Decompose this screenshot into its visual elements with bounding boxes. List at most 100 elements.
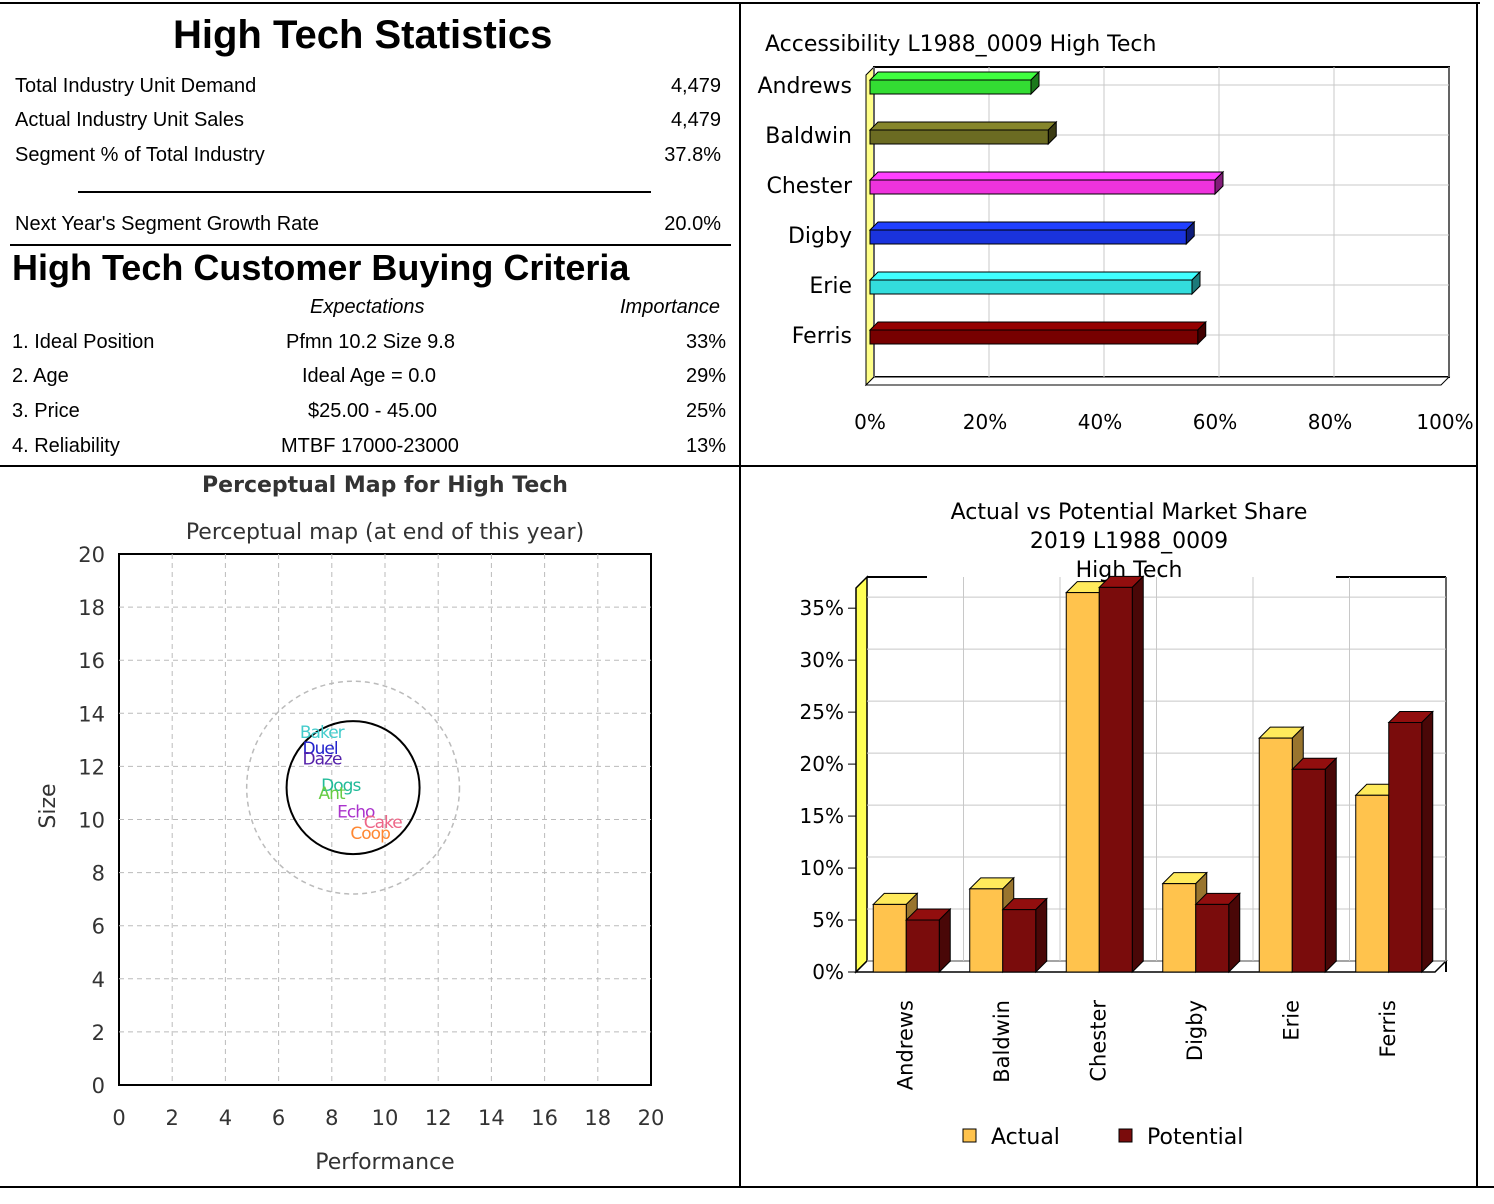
market-share-ytick-label: 5% [812, 908, 844, 932]
perceptual-map-ytick-label: 8 [92, 862, 105, 886]
perceptual-map-chart: Perceptual Map for High Tech Perceptual … [36, 473, 665, 1175]
accessibility-tick-label: 100% [1416, 410, 1473, 434]
market-share-title: Actual vs Potential Market Share [951, 500, 1308, 525]
perceptual-map-ylabel: Size [36, 783, 61, 828]
criteria-expectations-header: Expectations [310, 296, 425, 318]
market-share-bar-side [1324, 757, 1337, 974]
accessibility-category-label: Andrews [757, 74, 852, 99]
market-share-wall [855, 575, 868, 974]
accessibility-bar-top [868, 221, 1196, 231]
accessibility-title: Accessibility L1988_0009 High Tech [765, 32, 1156, 57]
criteria-importance-position: 33% [685, 331, 726, 353]
perceptual-map-ytick-label: 4 [92, 968, 105, 992]
perceptual-map-ytick-label: 14 [78, 702, 105, 726]
perceptual-map-ytick-label: 2 [92, 1021, 105, 1045]
market-share-ytick-label: 30% [800, 648, 844, 672]
market-share-category-label: Andrews [893, 1000, 917, 1090]
market-share-bar-side [1228, 892, 1241, 974]
accessibility-bar [869, 329, 1199, 345]
perceptual-map-xtick-label: 16 [531, 1106, 558, 1130]
market-share-bar-side [1421, 710, 1434, 974]
criteria-label-reliability: 4. Reliability [12, 435, 120, 457]
perceptual-map-xtick-label: 14 [478, 1106, 505, 1130]
accessibility-chart: Accessibility L1988_0009 High Tech 0% 20%… [757, 32, 1473, 434]
product-label: Coop [350, 824, 390, 844]
market-share-ytick-label: 15% [800, 804, 844, 828]
market-share-bar-side [938, 907, 951, 974]
stat-label-demand: Total Industry Unit Demand [15, 75, 257, 97]
criteria-importance-age: 29% [685, 365, 726, 387]
accessibility-tick-label: 60% [1193, 410, 1237, 434]
perceptual-map-ytick-label: 12 [78, 755, 105, 779]
accessibility-bar [869, 129, 1049, 145]
accessibility-bar-top [868, 71, 1041, 81]
product-label: Baker [300, 723, 345, 743]
market-share-bar-side [1131, 575, 1144, 974]
market-share-bar-side [1035, 897, 1048, 974]
perceptual-map-xtick-label: 12 [425, 1106, 452, 1130]
stat-value-sales: 4,479 [670, 109, 721, 131]
legend-swatch-actual [962, 1128, 977, 1143]
perceptual-map-xtick-label: 6 [272, 1106, 285, 1130]
criteria-separator [10, 244, 731, 246]
right-border [1476, 2, 1478, 1188]
accessibility-bar [869, 279, 1193, 295]
criteria-expect-position: Pfmn 10.2 Size 9.8 [286, 331, 455, 353]
perceptual-map-xtick-label: 8 [325, 1106, 338, 1130]
criteria-expect-price: $25.00 - 45.00 [308, 400, 437, 422]
criteria-expect-age: Ideal Age = 0.0 [302, 365, 437, 387]
criteria-importance-reliability: 13% [685, 435, 726, 457]
stats-title: High Tech Statistics [173, 13, 553, 57]
market-share-bar [1002, 909, 1037, 973]
perceptual-map-ytick-label: 10 [78, 809, 105, 833]
criteria-expect-reliability: MTBF 17000-23000 [281, 435, 459, 457]
stat-label-growth: Next Year's Segment Growth Rate [15, 213, 319, 235]
perceptual-map-ytick-label: 0 [92, 1074, 105, 1098]
stat-value-segment: 37.8% [664, 144, 721, 166]
perceptual-map-xlabel: Performance [315, 1150, 454, 1175]
legend-label-actual: Actual [991, 1125, 1060, 1150]
accessibility-bar-top [868, 271, 1202, 281]
perceptual-map-xtick-label: 2 [166, 1106, 179, 1130]
accessibility-bar-top [868, 121, 1058, 131]
market-share-bar [1388, 722, 1423, 973]
market-share-bar [1195, 903, 1230, 973]
criteria-label-position: 1. Ideal Position [12, 331, 155, 353]
perceptual-map-ytick-label: 18 [78, 596, 105, 620]
accessibility-bar [869, 179, 1216, 195]
market-share-ytick-label: 0% [812, 960, 844, 984]
perceptual-map-xtick-label: 10 [372, 1106, 399, 1130]
accessibility-category-label: Digby [788, 224, 852, 249]
market-share-subtitle-1: 2019 L1988_0009 [1030, 529, 1228, 554]
accessibility-tick-label: 20% [963, 410, 1007, 434]
product-label: Ant [319, 784, 346, 804]
bottom-border [0, 1186, 1494, 1188]
market-share-bar [1258, 737, 1293, 973]
product-label: Daze [303, 749, 342, 769]
perceptual-map-title: Perceptual Map for High Tech [202, 473, 568, 498]
vertical-divider [739, 2, 741, 1188]
stat-label-sales: Actual Industry Unit Sales [15, 109, 244, 131]
stat-label-segment: Segment % of Total Industry [15, 144, 265, 166]
market-share-ytick-label: 20% [800, 752, 844, 776]
accessibility-bar [869, 79, 1032, 95]
perceptual-map-ytick-label: 6 [92, 915, 105, 939]
product-label: Echo [337, 803, 375, 823]
market-share-bar [1355, 794, 1390, 973]
perceptual-map-ytick-label: 20 [78, 543, 105, 567]
criteria-title: High Tech Customer Buying Criteria [12, 247, 630, 288]
market-share-bar [969, 888, 1004, 973]
market-share-ytick-label: 25% [800, 700, 844, 724]
perceptual-map-xtick-label: 18 [584, 1106, 611, 1130]
accessibility-category-label: Erie [809, 274, 852, 299]
perceptual-map-xtick-label: 20 [638, 1106, 665, 1130]
perceptual-map-xtick-label: 0 [112, 1106, 125, 1130]
horizontal-divider [0, 465, 1478, 467]
rough-cut-circle [285, 720, 421, 856]
accessibility-tick-label: 80% [1308, 410, 1352, 434]
market-share-bar [1162, 883, 1197, 973]
accessibility-tick-label: 0% [854, 410, 886, 434]
legend-swatch-potential [1118, 1128, 1133, 1143]
accessibility-tick-label: 40% [1078, 410, 1122, 434]
market-share-bar [1065, 592, 1100, 973]
